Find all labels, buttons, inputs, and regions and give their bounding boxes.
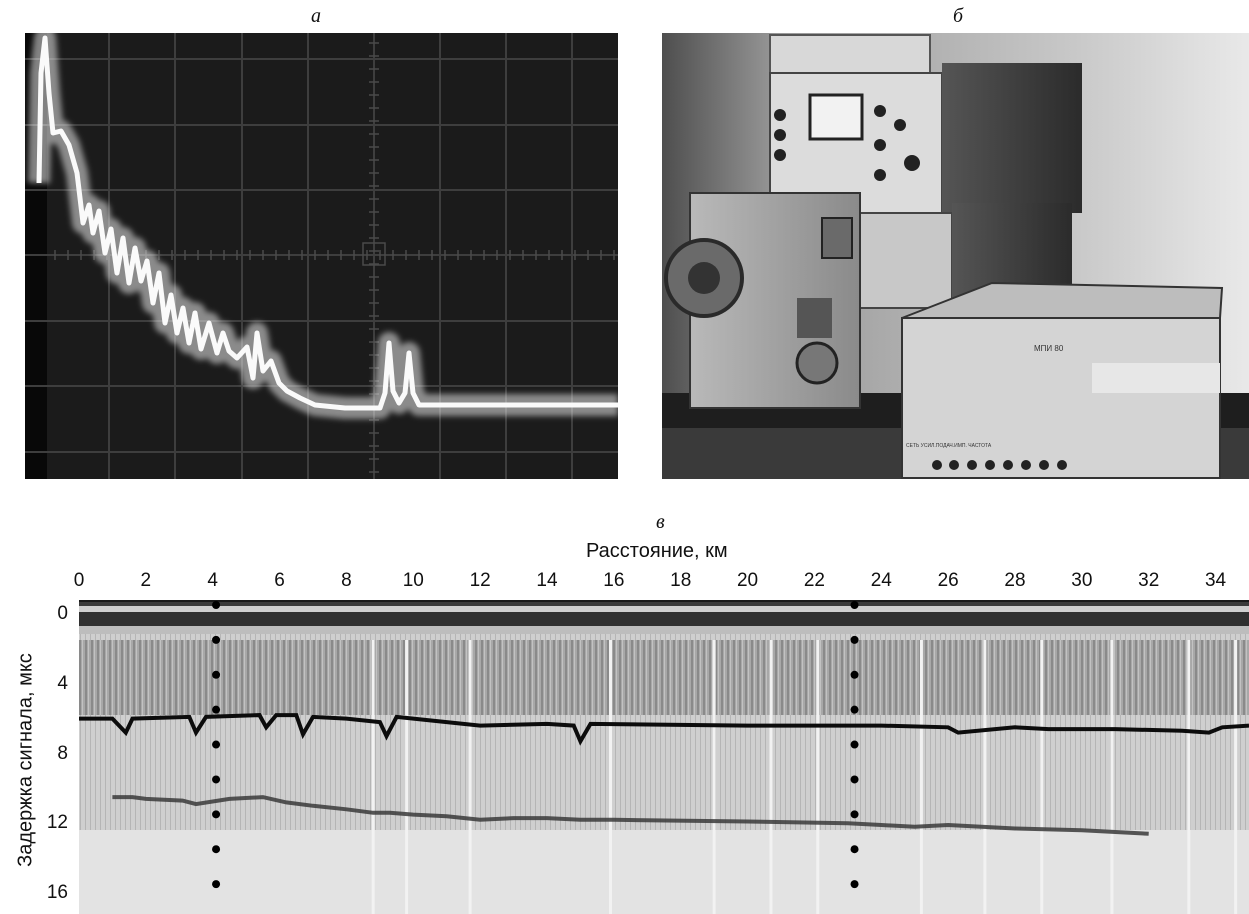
marker-dot: [212, 740, 221, 749]
x-tick-label: 28: [1004, 570, 1026, 591]
y-tick-label: 16: [46, 882, 68, 904]
y-tick-label: 8: [57, 742, 68, 764]
marker-dot: [212, 601, 221, 609]
x-tick-label: 24: [870, 570, 892, 591]
marker-dot: [850, 810, 859, 819]
radargram-svg: [79, 600, 1249, 914]
x-tick-label: 6: [274, 570, 285, 591]
panel-c-label: в: [656, 511, 665, 533]
device-plate: МПИ 80: [1034, 344, 1064, 353]
x-tick-label: 20: [736, 570, 759, 591]
x-tick-label: 0: [73, 570, 85, 591]
x-tick-label: 18: [670, 570, 692, 591]
marker-dot: [850, 635, 859, 644]
marker-dot: [212, 845, 221, 854]
device-front-label: СЕТЬ УСИЛ.ПОДАЧ.ИМП. ЧАСТОТА: [906, 443, 992, 449]
x-tick-label: 32: [1138, 570, 1160, 591]
y-tick-label: 12: [46, 812, 68, 834]
marker-dot: [212, 775, 221, 784]
x-tick-label: 14: [536, 570, 558, 591]
x-tick-label: 10: [402, 570, 424, 591]
marker-dot: [850, 880, 859, 889]
surface-reflection-line: [79, 713, 1249, 746]
x-tick-label: 26: [937, 570, 959, 591]
panel-a-label: а: [311, 5, 321, 27]
marker-dot: [212, 880, 221, 889]
y-tick-label: 0: [57, 603, 68, 624]
x-tick-label: 22: [803, 570, 825, 591]
marker-dot: [850, 670, 859, 679]
x-tick-label: 4: [207, 570, 218, 591]
marker-dot: [850, 775, 859, 784]
marker-dot: [212, 810, 221, 819]
panel-b-label: б: [953, 5, 964, 27]
marker-dot: [850, 845, 859, 854]
marker-dot: [850, 705, 859, 714]
equipment-photo: МПИ 80 СЕТЬ УСИЛ.ПОДАЧ.ИМП. ЧАСТОТА: [662, 33, 1249, 479]
x-tick-label: 8: [341, 570, 352, 591]
y-axis-title: Задержка сигнала, мкс: [14, 653, 37, 867]
x-tick-label: 12: [469, 570, 491, 591]
equipment-illustration: МПИ 80 СЕТЬ УСИЛ.ПОДАЧ.ИМП. ЧАСТОТА: [662, 34, 1249, 479]
marker-dot: [212, 705, 221, 714]
marker-dot: [850, 601, 859, 609]
marker-dot: [850, 740, 859, 749]
x-tick-label: 2: [140, 570, 152, 591]
bottom-reflection-line: [112, 795, 1149, 836]
radargram-plot: [79, 600, 1249, 914]
marker-dot: [212, 670, 221, 679]
x-tick-label: 16: [603, 570, 625, 591]
x-tick-label: 34: [1204, 570, 1227, 591]
marker-dot: [212, 635, 221, 644]
x-tick-label: 30: [1071, 570, 1093, 591]
oscilloscope-photo: [25, 33, 618, 479]
x-axis-title: Расстояние, км: [586, 540, 728, 562]
y-tick-label: 4: [57, 672, 68, 694]
oscilloscope-screen: [25, 33, 618, 479]
